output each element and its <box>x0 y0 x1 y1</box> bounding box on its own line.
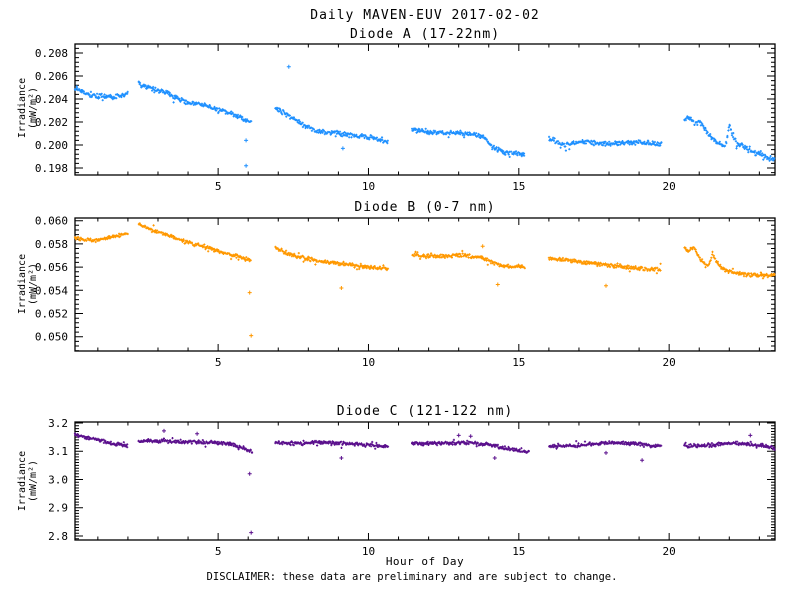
x-tick-label: 5 <box>215 356 222 369</box>
x-tick-label: 20 <box>663 180 676 193</box>
y-tick-label: 3.1 <box>48 445 68 458</box>
panel-a-outliers <box>244 64 345 168</box>
panel-b-ylabel-line2: (mW/m²) <box>28 262 39 306</box>
panel-c-points <box>73 432 776 454</box>
panel-a-ylabel-line2: (mW/m²) <box>28 86 39 130</box>
x-tick-label: 20 <box>663 545 676 558</box>
panel-c-ylabel: Irradiance (mW/m²) <box>17 451 39 511</box>
y-tick-label: 0.050 <box>35 331 68 344</box>
panel-a: 5 10 15 20 0.198 0.200 0.202 0.204 0.206 0.208 <box>35 43 776 193</box>
x-tick-label: 5 <box>215 180 222 193</box>
panel-b-ticks <box>75 218 775 352</box>
y-tick-label: 3.0 <box>48 473 68 486</box>
y-tick-label: 0.202 <box>35 116 68 129</box>
panel-b-points <box>73 222 776 280</box>
panel-b-title: Diode B (0-7 nm) <box>354 200 496 215</box>
x-tick-label: 10 <box>362 545 375 558</box>
y-tick-label: 0.204 <box>35 93 68 106</box>
y-tick-label: 0.200 <box>35 139 68 152</box>
panel-c-ylabel-line1: Irradiance <box>17 450 28 512</box>
panel-c-ticks <box>75 422 775 540</box>
x-tick-label: 10 <box>362 356 375 369</box>
panel-c: 5 10 15 20 2.8 2.9 3.0 3.1 3.2 <box>48 417 776 558</box>
panel-a-ylabel: Irradiance (mW/m²) <box>17 78 39 138</box>
panel-a-title: Diode A (17-22nm) <box>349 27 501 42</box>
x-tick-label: 15 <box>512 180 525 193</box>
x-tick-label: 15 <box>512 545 525 558</box>
y-tick-label: 0.060 <box>35 215 68 228</box>
y-tick-label: 0.198 <box>35 162 68 175</box>
panel-b-ylabel: Irradiance (mW/m²) <box>17 254 39 314</box>
panel-b: 5 10 15 20 0.050 0.052 0.054 0.056 0.058 0.060 <box>35 215 776 369</box>
x-tick-label: 20 <box>663 356 676 369</box>
y-tick-label: 0.058 <box>35 238 68 251</box>
y-tick-label: 2.9 <box>48 502 68 515</box>
y-tick-label: 0.208 <box>35 47 68 60</box>
panel-b-outliers <box>247 244 608 338</box>
panel-c-ylabel-line2: (mW/m²) <box>28 459 39 503</box>
y-tick-label: 0.056 <box>35 261 68 274</box>
plot-title: Daily MAVEN-EUV 2017-02-02 <box>310 8 540 23</box>
y-tick-label: 3.2 <box>48 417 68 430</box>
x-tick-label: 10 <box>362 180 375 193</box>
x-tick-label: 5 <box>215 545 222 558</box>
panel-a-ticks <box>75 44 775 175</box>
y-tick-label: 0.206 <box>35 70 68 83</box>
y-tick-label: 0.052 <box>35 308 68 321</box>
disclaimer-text: DISCLAIMER: these data are preliminary a… <box>206 571 618 583</box>
panel-c-outliers <box>162 428 753 535</box>
y-tick-label: 2.8 <box>48 530 68 543</box>
y-tick-label: 0.054 <box>35 284 68 297</box>
panel-a-ylabel-line1: Irradiance <box>17 77 28 139</box>
panel-a-points <box>73 80 776 162</box>
panel-b-ylabel-line1: Irradiance <box>17 253 28 315</box>
panel-c-title: Diode C (121-122 nm) <box>336 404 514 419</box>
x-tick-label: 15 <box>512 356 525 369</box>
x-axis-label: Hour of Day <box>385 555 465 568</box>
